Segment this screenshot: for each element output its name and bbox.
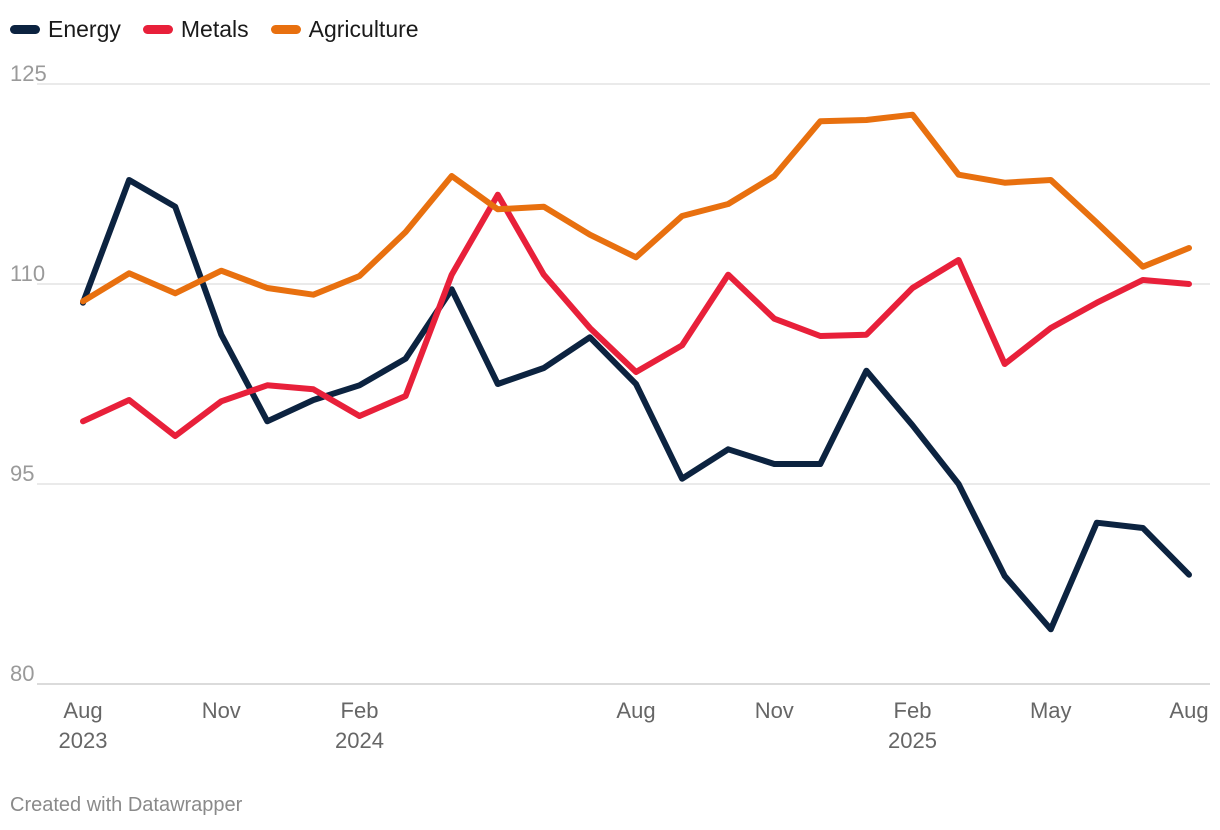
legend-item-metals: Metals [142,16,249,43]
y-tick-label: 125 [10,61,47,86]
chart-legend: Energy Metals Agriculture [10,16,419,43]
grid-layer [37,83,1210,685]
x-tick-label-year: 2023 [59,728,108,753]
series-line-metals [80,191,1192,439]
legend-item-agriculture: Agriculture [270,16,419,43]
legend-label-agriculture: Agriculture [308,16,419,42]
x-tick-label: May [1030,698,1072,723]
y-tick-label: 95 [10,461,34,486]
legend-swatch-energy [10,25,40,34]
x-tick-label: Aug [1169,698,1208,723]
series-line-agriculture [80,111,1192,305]
y-axis-ticks: 80 95 110 125 [10,61,47,686]
legend-label-energy: Energy [48,16,121,42]
x-tick-label-year: 2024 [335,728,384,753]
y-tick-label: 110 [10,261,45,286]
y-tick-label: 80 [10,661,34,686]
x-tick-label: Nov [755,698,794,723]
x-tick-label: Feb [894,698,932,723]
footer-credit: Created with Datawrapper [10,794,243,816]
legend-swatch-agriculture [270,25,301,34]
legend-label-metals: Metals [180,16,249,42]
x-axis-ticks: Aug 2023 Nov Feb 2024 Aug Nov Feb 2025 May Aug [59,698,1209,753]
x-tick-label: Aug [616,698,655,723]
x-tick-label: Aug [63,698,102,723]
series-layer [80,111,1192,633]
x-tick-label: Nov [202,698,241,723]
x-tick-label-year: 2025 [888,728,937,753]
series-line-energy [80,177,1192,633]
line-chart: 80 95 110 125 Aug 2023 Nov Feb 2024 Aug Nov Feb 202… [10,61,1210,753]
legend-item-energy: Energy [10,16,121,43]
legend-swatch-metals [142,25,173,34]
x-tick-label: Feb [341,698,379,723]
